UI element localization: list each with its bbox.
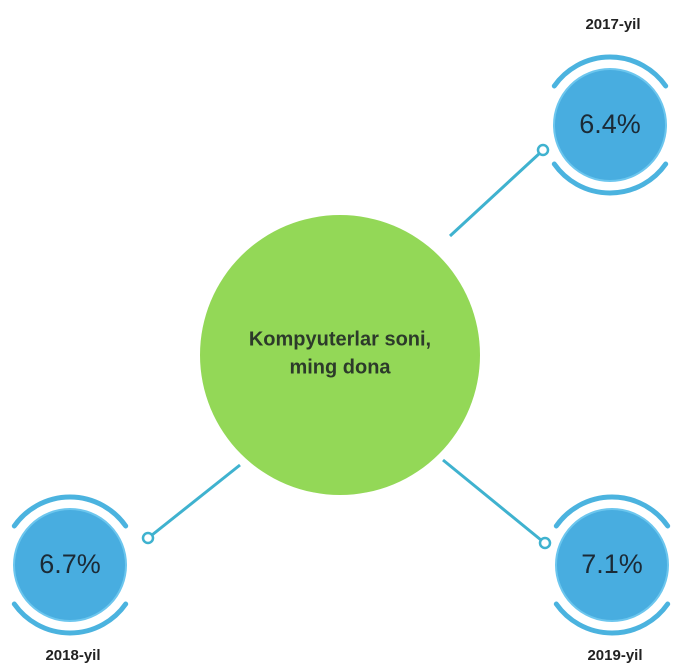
connector-dot bbox=[538, 536, 552, 550]
node-year: 2018-yil bbox=[45, 647, 100, 664]
arc bbox=[553, 494, 671, 529]
node-year: 2017-yil bbox=[585, 16, 640, 33]
connector bbox=[442, 458, 542, 542]
arc bbox=[551, 161, 669, 196]
connector bbox=[151, 463, 241, 537]
center-label: ming dona bbox=[289, 356, 391, 378]
connector bbox=[448, 150, 543, 238]
node-circle bbox=[553, 68, 667, 182]
node-value: 6.4% bbox=[579, 109, 641, 139]
node-value: 7.1% bbox=[581, 549, 643, 579]
arc bbox=[551, 54, 669, 89]
arc bbox=[11, 494, 129, 529]
center-circle bbox=[200, 215, 480, 495]
connector-dot bbox=[141, 531, 155, 545]
center-label: Kompyuterlar soni, bbox=[249, 328, 431, 350]
node-value: 6.7% bbox=[39, 549, 101, 579]
nodes: 6.4% 2017-yil 6.7% 2018-yil 7.1% 2019-yil bbox=[11, 16, 671, 664]
arc bbox=[11, 601, 129, 636]
arc bbox=[553, 601, 671, 636]
node-circle bbox=[13, 508, 127, 622]
node-circle bbox=[555, 508, 669, 622]
connector-dot bbox=[536, 143, 550, 157]
node-year: 2019-yil bbox=[587, 647, 642, 664]
